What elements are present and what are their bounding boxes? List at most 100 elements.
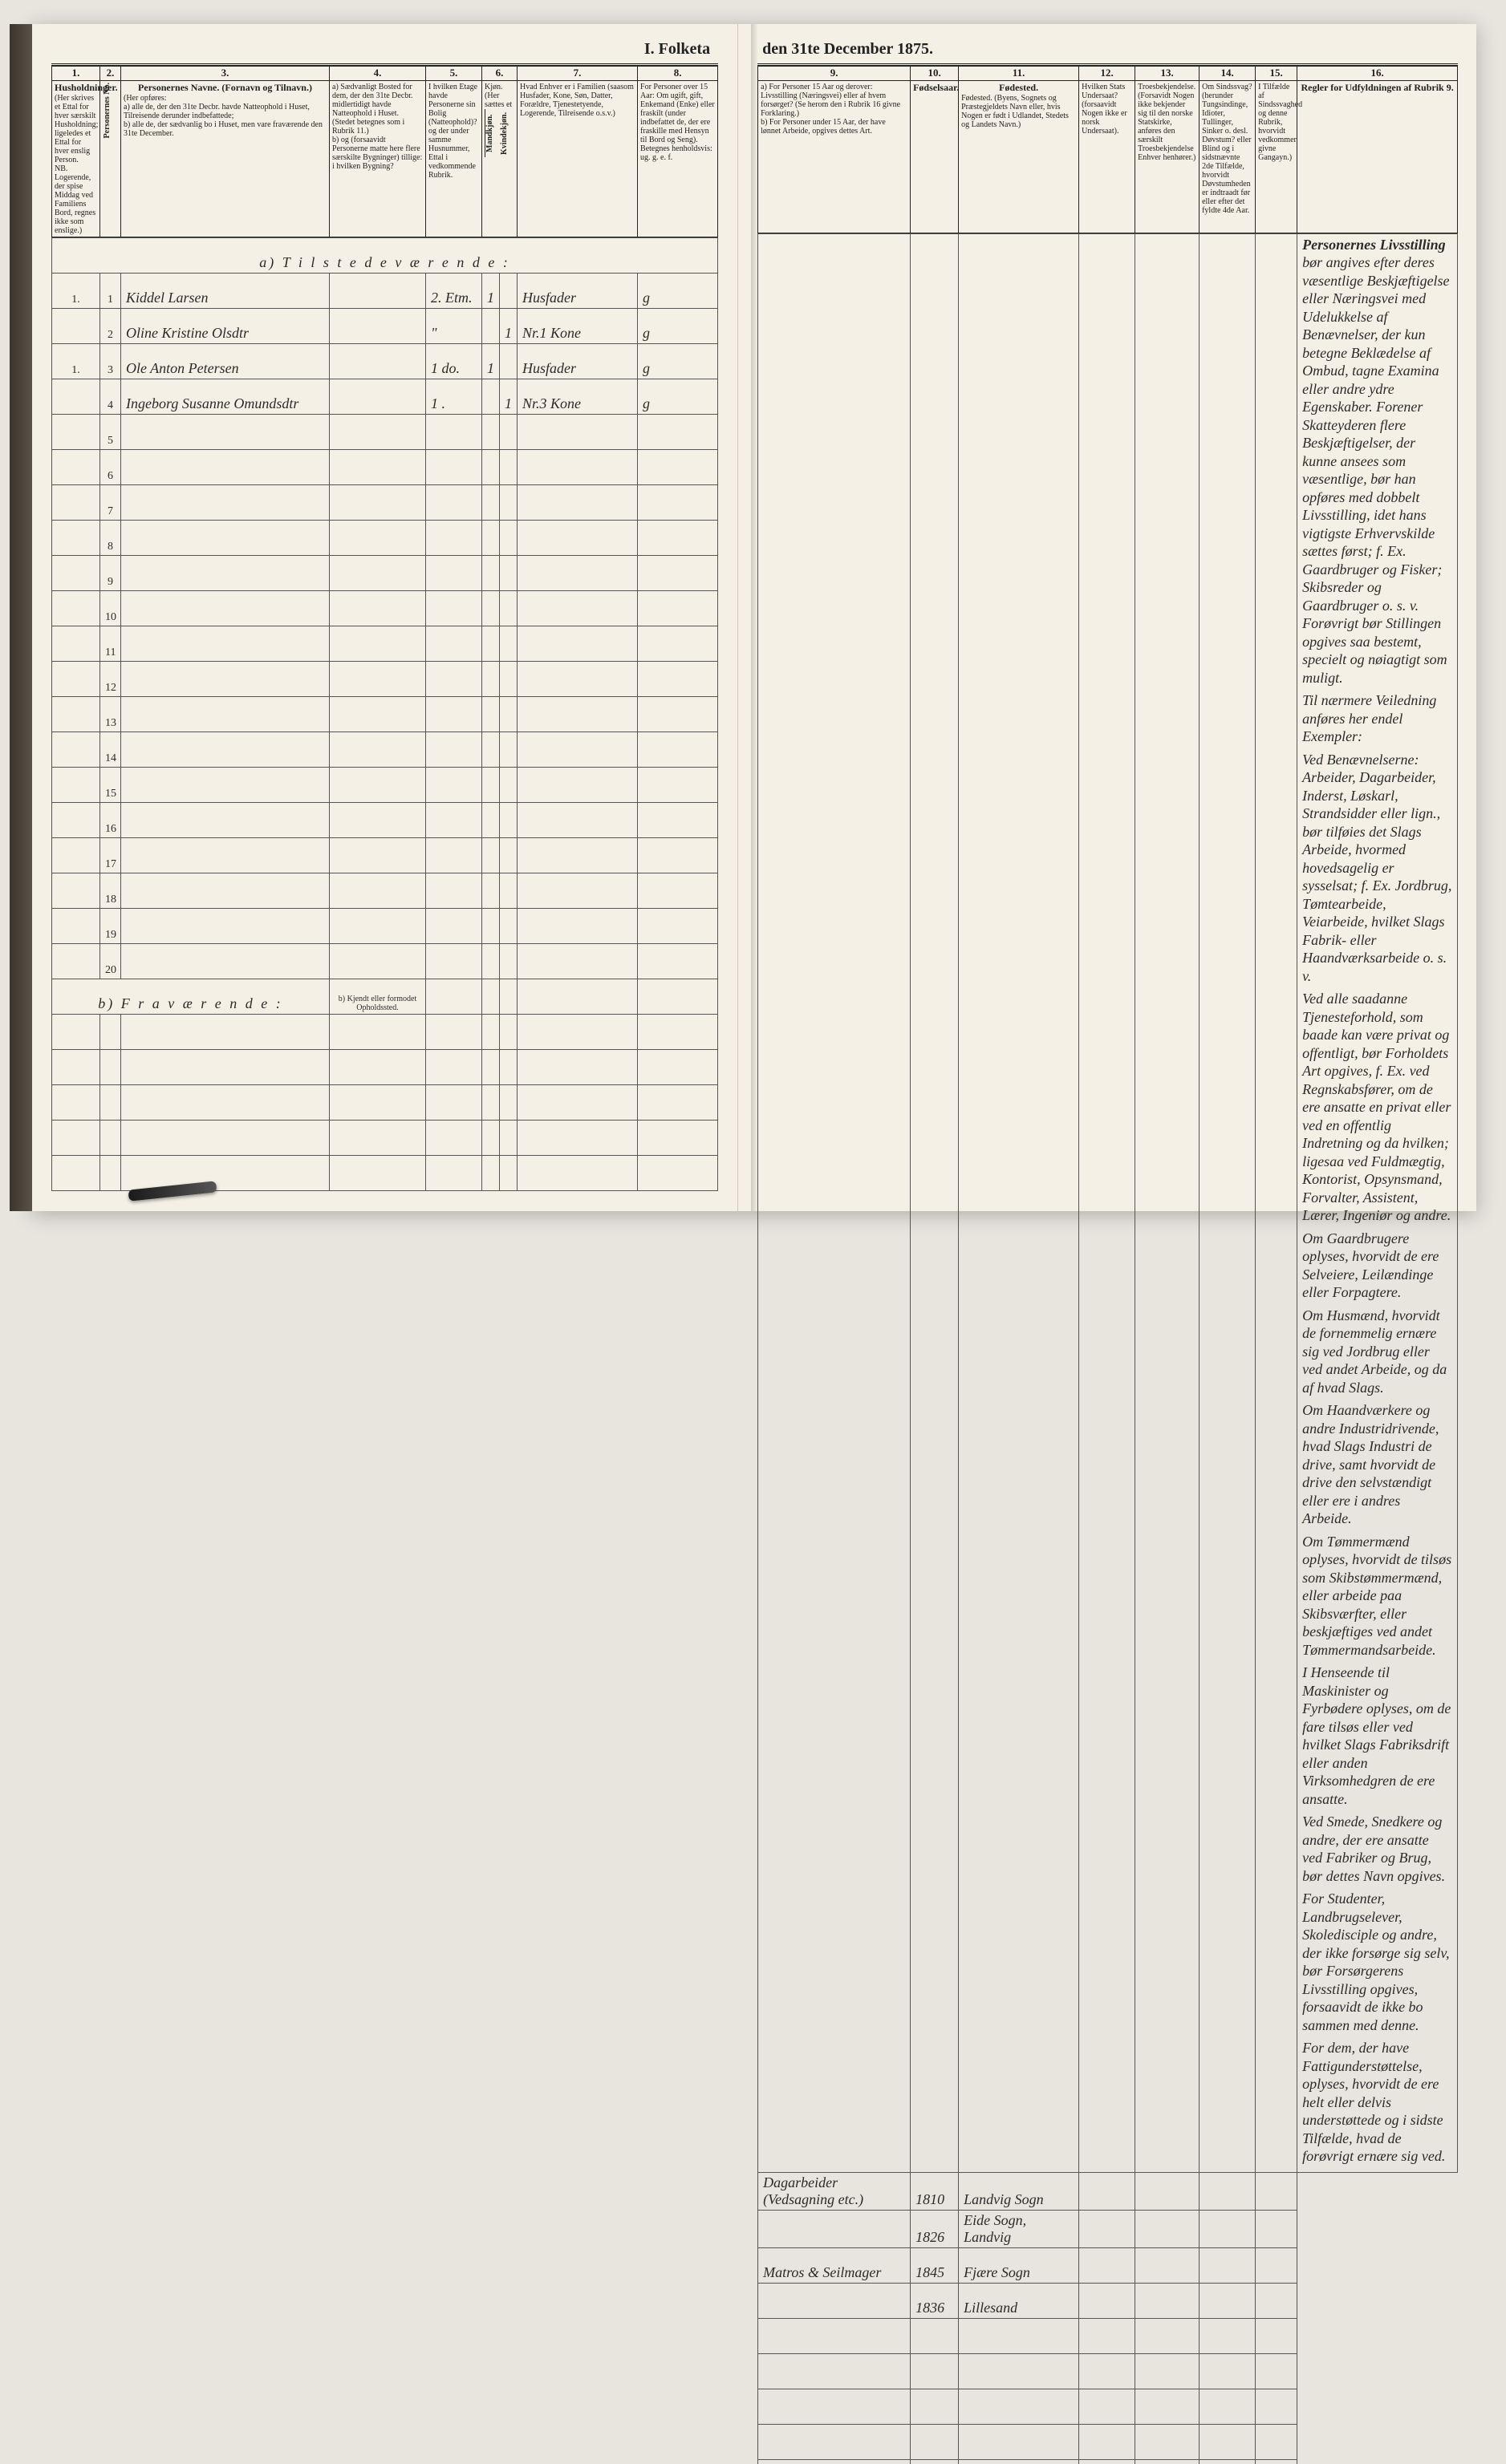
- page-title-right: den 31te December 1875.: [757, 40, 1458, 59]
- cell-empty: [330, 626, 426, 661]
- cell-empty: [518, 555, 638, 590]
- cell-empty: [121, 520, 330, 555]
- cell-empty: 15: [100, 767, 121, 802]
- cell-empty: [518, 626, 638, 661]
- colnum-15: 15.: [1256, 67, 1297, 81]
- colnum-5: 5.: [426, 67, 482, 81]
- cell-empty: [500, 449, 518, 484]
- cell-empty: [330, 590, 426, 626]
- cell-empty: [121, 555, 330, 590]
- colnum-11: 11.: [959, 67, 1079, 81]
- cell-empty: [518, 873, 638, 908]
- rules-p4: Ved alle saadanne Tjenesteforhold, som b…: [1302, 990, 1452, 1225]
- cell-empty: [1200, 2389, 1256, 2424]
- cell-empty: [638, 484, 718, 520]
- cell-bosted: [330, 308, 426, 343]
- hdr-4: a) Sædvanligt Bosted for dem, der den 31…: [332, 83, 423, 171]
- cell-empty: [500, 732, 518, 767]
- cell-name: Kiddel Larsen: [121, 273, 330, 308]
- cell-pno: 4: [100, 379, 121, 414]
- cell-empty: [518, 696, 638, 732]
- table-row: Dagarbeider (Vedsagning etc.)1810Landvig…: [758, 2172, 1458, 2210]
- cell-aar: 1826: [911, 2210, 959, 2247]
- cell-empty: [1135, 2389, 1200, 2424]
- cell-empty: [52, 873, 100, 908]
- cell-empty: [638, 555, 718, 590]
- cell-hh: [52, 308, 100, 343]
- cell-empty: [482, 590, 500, 626]
- cell-empty: [638, 696, 718, 732]
- cell-stat: [1079, 2210, 1135, 2247]
- cell-empty: [518, 943, 638, 979]
- cell-empty: [52, 449, 100, 484]
- cell-empty: [500, 943, 518, 979]
- colnum-1: 1.: [52, 67, 100, 81]
- cell-fsted: Fjære Sogn: [959, 2247, 1079, 2283]
- cell-tro: [1135, 2283, 1200, 2318]
- cell-empty: [1200, 2424, 1256, 2459]
- rules-column: Personernes Livsstilling bør angives eft…: [1297, 233, 1458, 2172]
- cell-kk: 1: [500, 308, 518, 343]
- cell-liv: Matros & Seilmager: [758, 2247, 911, 2283]
- cell-empty: 14: [100, 732, 121, 767]
- cell-til: [1256, 2283, 1297, 2318]
- cell-empty: [959, 2424, 1079, 2459]
- cell-hh: 1.: [52, 273, 100, 308]
- cell-empty: [330, 484, 426, 520]
- cell-empty: [330, 696, 426, 732]
- cell-empty: [52, 555, 100, 590]
- table-row-empty: 10: [52, 590, 718, 626]
- colnum-12: 12.: [1079, 67, 1135, 81]
- cell-empty: [52, 802, 100, 837]
- page-title-left: I. Folketa: [51, 40, 718, 59]
- table-row-empty: 12: [52, 661, 718, 696]
- table-row: 1826Eide Sogn, Landvig: [758, 2210, 1458, 2247]
- cell-empty: [1200, 2459, 1256, 2464]
- cell-empty: [518, 484, 638, 520]
- colnum-10: 10.: [911, 67, 959, 81]
- cell-empty: [426, 802, 482, 837]
- cell-empty: [518, 590, 638, 626]
- cell-empty: [638, 590, 718, 626]
- cell-empty: [426, 732, 482, 767]
- cell-empty: [482, 943, 500, 979]
- cell-hh: 1.: [52, 343, 100, 379]
- cell-empty: [121, 802, 330, 837]
- cell-empty: [638, 767, 718, 802]
- cell-aar: 1836: [911, 2283, 959, 2318]
- cell-sind: [1200, 2247, 1256, 2283]
- cell-empty: [638, 626, 718, 661]
- colnum-9: 9.: [758, 67, 911, 81]
- cell-aar: 1845: [911, 2247, 959, 2283]
- colnum-2: 2.: [100, 67, 121, 81]
- cell-tro: [1135, 2172, 1200, 2210]
- cell-empty: [1200, 2318, 1256, 2353]
- cell-empty: [426, 590, 482, 626]
- cell-empty: [518, 449, 638, 484]
- cell-empty: 8: [100, 520, 121, 555]
- cell-kk: [500, 343, 518, 379]
- cell-empty: [426, 449, 482, 484]
- cell-empty: [500, 520, 518, 555]
- rules-p2: Til nærmere Veiledning anføres her endel…: [1302, 691, 1452, 746]
- cell-stat: [1079, 2247, 1135, 2283]
- table-row-empty: 17: [52, 837, 718, 873]
- cell-empty: [518, 661, 638, 696]
- cell-empty: [638, 661, 718, 696]
- cell-etage: ": [426, 308, 482, 343]
- cell-empty: [426, 414, 482, 449]
- hdr-1-note: NB. Logerende, der spise Middag ved Fami…: [55, 164, 97, 235]
- rules-p3: Ved Benævnelserne: Arbeider, Dagarbeider…: [1302, 751, 1452, 986]
- cell-empty: [758, 2424, 911, 2459]
- cell-empty: [330, 520, 426, 555]
- cell-empty: [1135, 2353, 1200, 2389]
- cell-empty: [500, 767, 518, 802]
- cell-empty: [500, 837, 518, 873]
- colnum-13: 13.: [1135, 67, 1200, 81]
- table-row: 1.3Ole Anton Petersen1 do.1Husfaderg: [52, 343, 718, 379]
- cell-civ: g: [638, 343, 718, 379]
- cell-empty: [959, 2353, 1079, 2389]
- cell-empty: [121, 449, 330, 484]
- cell-pno: 1: [100, 273, 121, 308]
- cell-empty: 12: [100, 661, 121, 696]
